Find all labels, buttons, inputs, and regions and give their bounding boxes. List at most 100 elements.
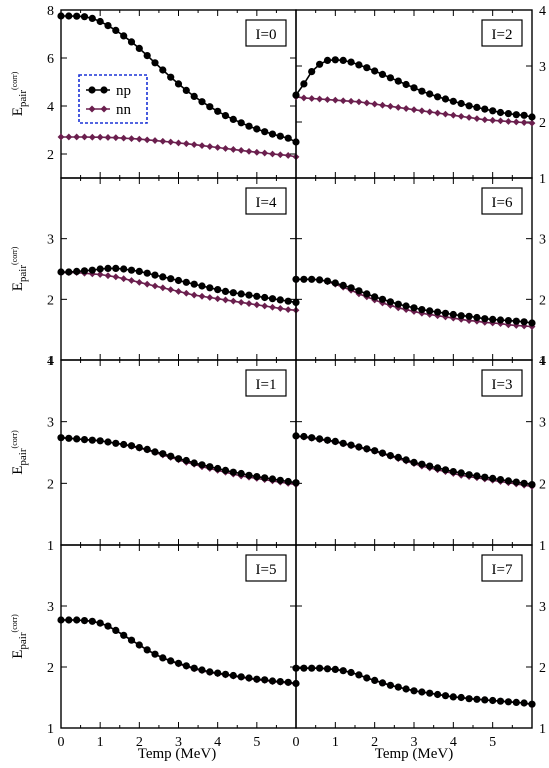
data-point-nn: [143, 280, 151, 288]
data-point-np: [221, 466, 230, 474]
panel-i-6: 1 2 3 I=6: [292, 177, 546, 369]
data-point-nn: [363, 99, 371, 107]
data-point-np: [182, 86, 190, 94]
data-point-np: [88, 14, 96, 22]
data-point-nn: [229, 146, 237, 153]
data-point-np: [355, 671, 363, 679]
data-point-np: [426, 307, 434, 315]
data-point-nn: [261, 149, 269, 157]
data-point-np: [253, 292, 261, 300]
data-point-np: [449, 693, 457, 701]
panel-i-3: 1 2 3 4 I=3: [292, 354, 546, 554]
data-point-np: [386, 452, 394, 460]
panel-label: I=2: [492, 27, 513, 43]
data-point-np: [151, 650, 159, 658]
data-point-np: [473, 103, 481, 111]
data-point-np: [339, 667, 347, 675]
data-point-np: [316, 664, 324, 672]
data-point-nn: [159, 137, 167, 145]
data-point-nn: [528, 119, 536, 127]
data-point-np: [245, 122, 253, 130]
data-point-np: [504, 317, 512, 325]
y-tick-label: 3: [47, 233, 54, 248]
data-point-np: [371, 67, 379, 75]
data-point-np: [104, 22, 112, 30]
data-point-nn: [96, 271, 104, 278]
data-point-np: [410, 84, 418, 92]
data-point-np: [229, 671, 237, 680]
data-point-np: [96, 17, 104, 26]
y-tick-label: 2: [47, 148, 54, 163]
data-point-nn: [81, 133, 88, 141]
data-point-nn: [237, 147, 245, 154]
data-point-nn: [128, 135, 135, 143]
data-point-np: [112, 26, 120, 34]
panel-label-box: [245, 554, 287, 582]
y-axis-title-sup: (corr): [10, 614, 19, 633]
data-point-np: [323, 665, 332, 673]
data-point-np: [449, 310, 457, 319]
data-point-np: [331, 279, 339, 287]
data-point-np: [268, 295, 277, 303]
data-point-nn: [190, 141, 198, 149]
data-point-np: [378, 679, 387, 687]
data-point-nn: [206, 294, 214, 301]
data-point-nn: [324, 96, 331, 103]
panel-label-box: [481, 554, 523, 582]
data-point-np: [174, 276, 183, 285]
data-point-np: [331, 665, 339, 674]
data-point-nn: [434, 109, 441, 117]
data-point-np: [276, 678, 284, 686]
data-point-np: [182, 662, 190, 670]
data-point-np: [300, 664, 308, 672]
data-point-nn: [347, 97, 355, 105]
data-point-np: [80, 617, 89, 625]
x-tick-label: 5: [489, 735, 496, 750]
data-point-nn: [300, 94, 308, 102]
data-point-np: [261, 293, 269, 302]
data-point-np: [528, 319, 536, 327]
data-point-np: [308, 68, 316, 76]
data-point-np: [57, 12, 65, 20]
data-point-nn: [465, 114, 473, 121]
data-point-np: [481, 105, 489, 113]
data-point-np: [355, 61, 363, 69]
data-point-np: [418, 460, 426, 468]
x-axis-title-left: Temp (MeV): [138, 746, 217, 762]
data-point-nn: [316, 95, 323, 103]
data-point-np: [378, 449, 387, 457]
data-point-np: [261, 676, 269, 684]
data-point-np: [237, 290, 245, 298]
x-tick-label: 1: [332, 735, 339, 750]
data-point-np: [426, 462, 434, 470]
data-point-np: [151, 271, 159, 279]
data-point-nn: [410, 106, 418, 114]
data-point-np: [174, 80, 183, 88]
y-tick-label: 4: [539, 4, 546, 19]
data-point-np: [528, 113, 536, 121]
y-axis-title-main: E: [10, 466, 26, 475]
data-point-np: [449, 468, 457, 476]
x-tick-label: 1: [97, 735, 104, 750]
data-point-np: [214, 107, 222, 115]
data-point-np: [190, 459, 198, 467]
data-point-np: [276, 296, 284, 304]
data-point-nn: [88, 133, 96, 141]
data-point-np: [88, 436, 96, 444]
panel-label: I=4: [256, 195, 277, 211]
data-point-nn: [245, 300, 253, 307]
data-point-np: [528, 481, 536, 489]
panel-label: I=5: [256, 562, 277, 578]
data-point-np: [112, 439, 120, 447]
x-tick-label: 0: [58, 735, 65, 750]
y-axis-title-sup: (corr): [10, 430, 19, 449]
data-point-np: [206, 463, 214, 471]
panel-label-box: [481, 19, 523, 47]
data-point-np: [465, 102, 473, 110]
data-point-np: [316, 276, 324, 284]
data-point-np: [363, 445, 371, 453]
data-point-np: [347, 668, 355, 677]
data-point-np: [481, 696, 489, 704]
data-point-np: [465, 695, 473, 703]
data-point-nn: [175, 288, 182, 295]
